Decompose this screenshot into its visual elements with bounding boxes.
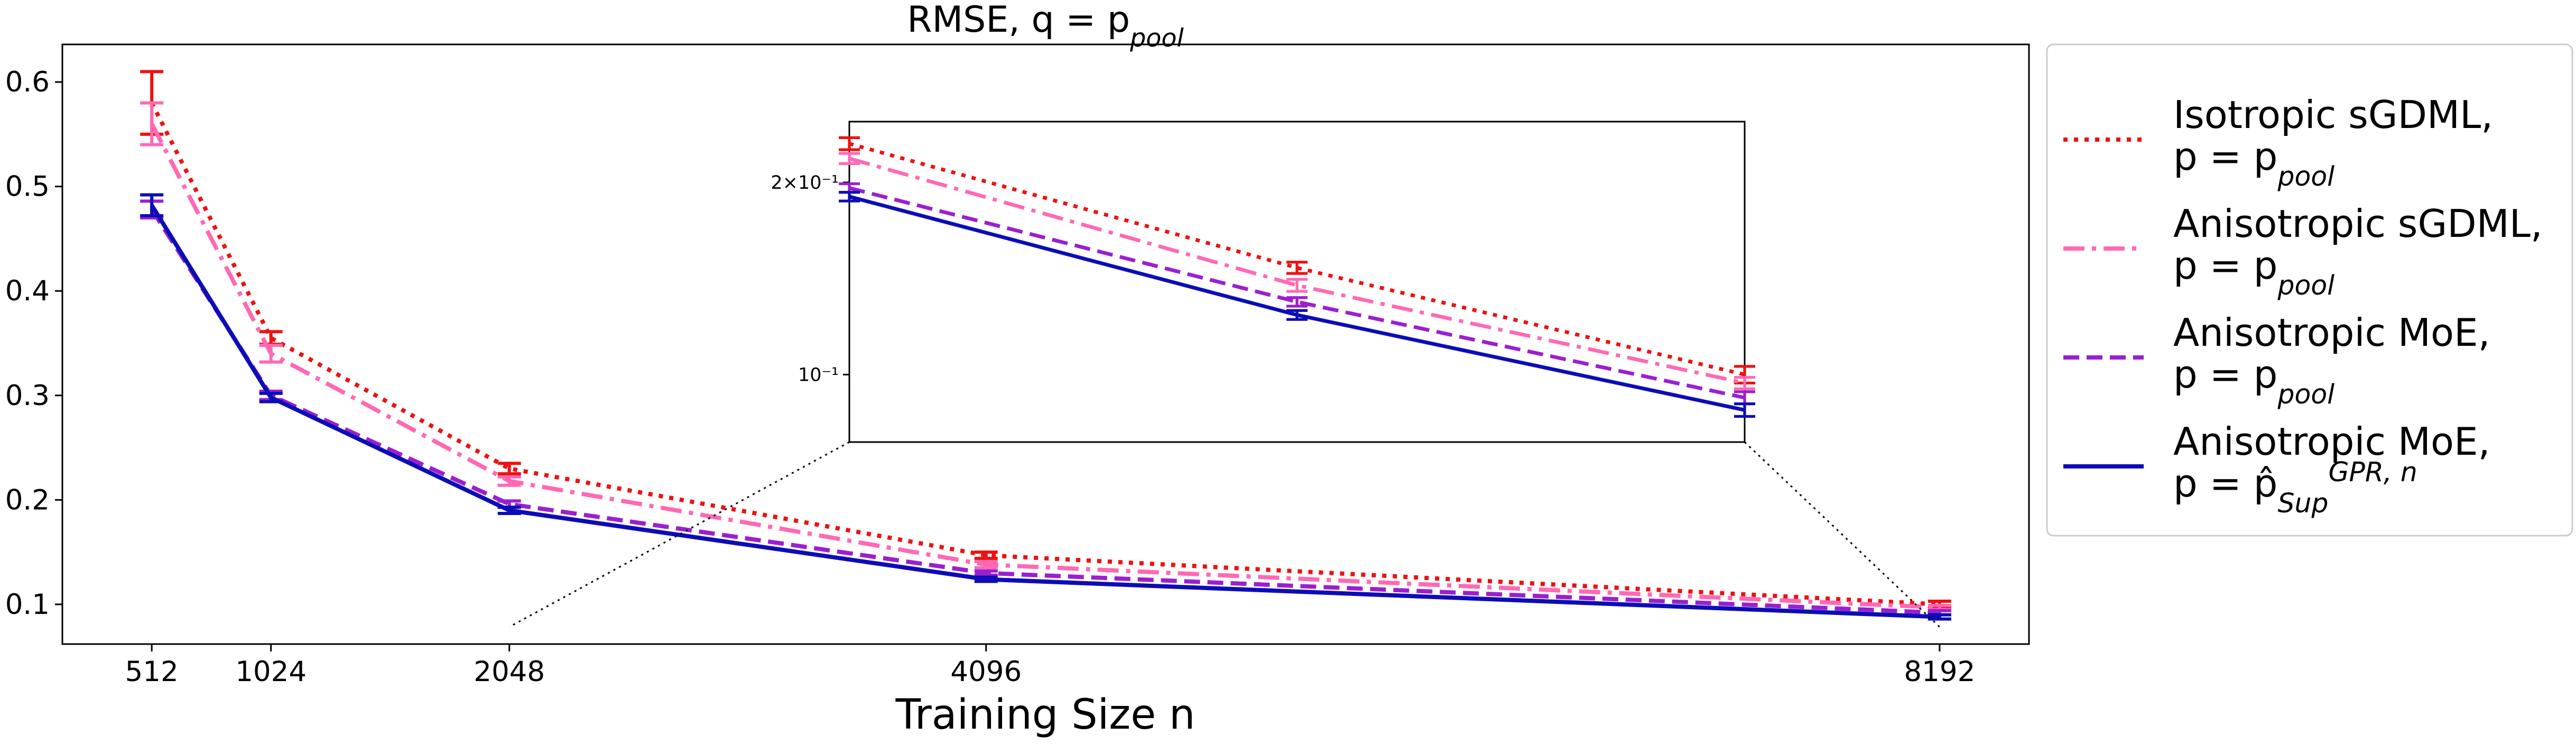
chart-title: RMSE, q = ppool: [907, 0, 1183, 53]
error-bar: [839, 152, 860, 166]
series-line: [849, 186, 1745, 400]
error-bar: [1286, 261, 1308, 275]
error-bar: [1286, 296, 1308, 308]
error-bar: [1928, 613, 1951, 621]
legend-label: Anisotropic sGDML, p = ppool: [2173, 201, 2543, 301]
plot-frame: [61, 43, 2030, 645]
error-bar: [974, 550, 998, 560]
y-tick-label: 0.2: [5, 484, 50, 516]
error-bar: [497, 462, 521, 475]
x-tick-label: 4096: [950, 656, 1022, 688]
legend-label: Anisotropic MoE, p = ppool: [2173, 310, 2490, 410]
x-tick-label: 8192: [1904, 656, 1975, 688]
error-bar: [497, 475, 521, 487]
inset-y-tick-label: 10⁻¹: [798, 364, 839, 385]
legend-box: [2046, 43, 2573, 537]
x-tick-label: 512: [125, 656, 179, 688]
error-bar: [259, 343, 283, 364]
series-line: [849, 157, 1745, 385]
error-bar: [259, 391, 283, 403]
zoom-connector: [508, 441, 850, 628]
x-tick-label: 2048: [474, 656, 545, 688]
y-tick-label: 0.1: [5, 589, 50, 621]
error-bar: [1734, 376, 1755, 390]
error-bar: [140, 193, 164, 217]
error-bar: [839, 136, 860, 151]
y-tick-label: 0.5: [5, 171, 50, 203]
y-tick-label: 0.3: [5, 380, 50, 412]
x-tick-label: 1024: [235, 656, 307, 688]
error-bar: [1286, 309, 1308, 321]
error-bar: [974, 575, 998, 583]
error-bar: [839, 190, 860, 203]
error-bar: [974, 569, 998, 577]
error-bar: [497, 506, 521, 516]
error-bar: [1286, 278, 1308, 293]
zoom-connector: [1744, 441, 1940, 628]
y-tick-label: 0.6: [5, 66, 50, 98]
error-bar: [1734, 402, 1755, 418]
legend-label: Isotropic sGDML, p = ppool: [2173, 93, 2493, 192]
legend-label: Anisotropic MoE, p = p̂SupGPR, n: [2173, 419, 2490, 519]
y-tick-label: 0.4: [5, 275, 50, 307]
x-axis-label: Training Size n: [895, 691, 1196, 739]
error-bar: [140, 101, 164, 146]
inset-y-tick-label: 2×10⁻¹: [771, 172, 839, 194]
error-bar: [974, 559, 998, 570]
